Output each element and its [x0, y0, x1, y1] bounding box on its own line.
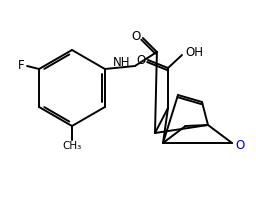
Text: O: O: [131, 29, 141, 42]
Text: F: F: [18, 59, 24, 72]
Text: NH: NH: [113, 56, 131, 69]
Text: OH: OH: [185, 46, 203, 59]
Text: CH₃: CH₃: [62, 141, 82, 151]
Text: O: O: [235, 139, 245, 152]
Text: O: O: [136, 53, 146, 66]
